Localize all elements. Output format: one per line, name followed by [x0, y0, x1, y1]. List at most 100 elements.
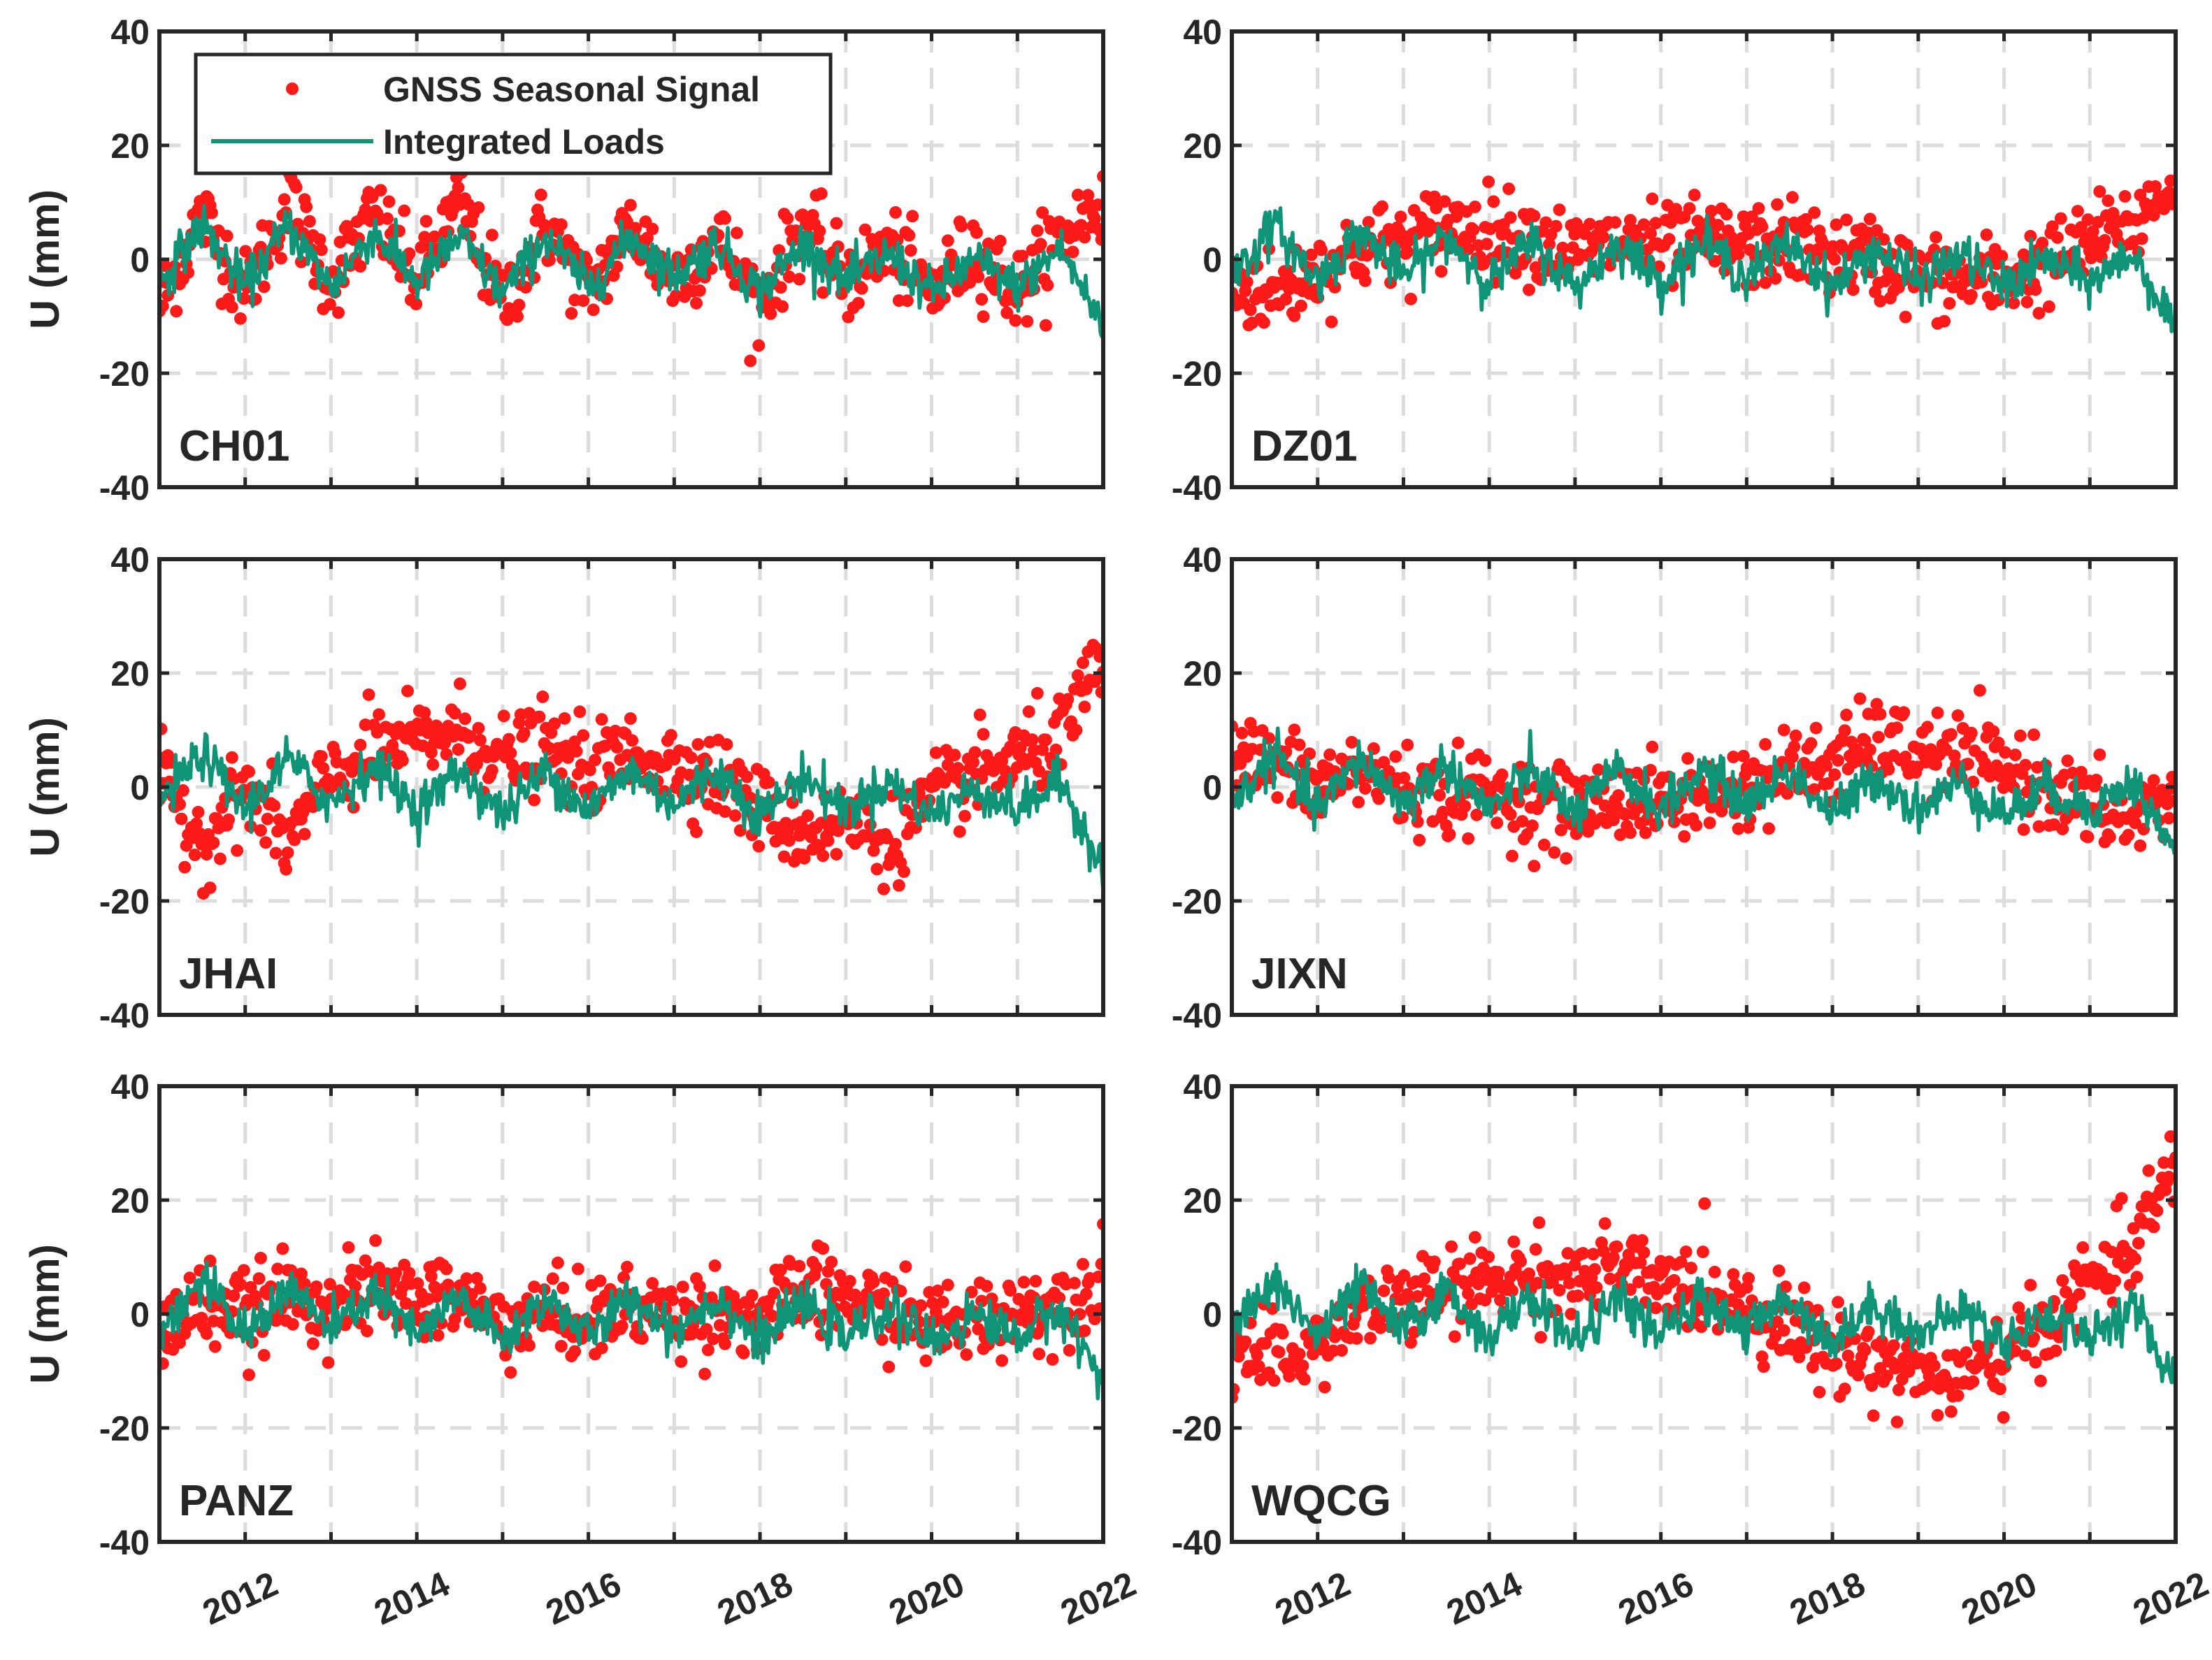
gnss-point — [1288, 723, 1301, 737]
gnss-point — [1358, 274, 1372, 287]
gnss-point — [1972, 1339, 1985, 1352]
gnss-point — [1494, 1294, 1507, 1307]
gnss-point — [889, 205, 902, 219]
loads-line — [1232, 206, 2176, 333]
station-label: PANZ — [179, 1477, 294, 1525]
gnss-point — [1703, 816, 1716, 830]
gnss-point — [2115, 1192, 2128, 1205]
gnss-point — [183, 1271, 196, 1285]
gnss-point — [1063, 1343, 1076, 1357]
gnss-point — [504, 746, 517, 760]
gnss-point — [1350, 1331, 1363, 1345]
gnss-point — [970, 226, 983, 239]
gnss-point — [1078, 700, 1091, 714]
gnss-point — [2009, 1344, 2022, 1357]
gnss-point — [268, 799, 281, 812]
gnss-point — [1745, 210, 1758, 224]
gnss-point — [512, 298, 526, 312]
gnss-point — [522, 1339, 536, 1352]
gnss-point — [1479, 754, 1492, 767]
subplot-dz01: 40 20 0 -20 -40 DZ01 — [1172, 13, 2178, 507]
gnss-point — [624, 199, 637, 212]
x-tick-label: 2022 — [2127, 1564, 2212, 1633]
gnss-point — [1549, 219, 1563, 233]
gnss-point — [471, 1271, 483, 1285]
gnss-point — [1325, 315, 1338, 329]
gnss-point — [440, 1262, 453, 1276]
gnss-point — [830, 217, 843, 230]
gnss-point — [737, 1346, 750, 1359]
y-tick-label: 40 — [1183, 13, 1222, 52]
gnss-point — [239, 245, 252, 258]
x-tick-label: 2022 — [1055, 1564, 1142, 1633]
gnss-point — [176, 784, 189, 797]
gnss-point — [1931, 706, 1944, 719]
gnss-point — [1635, 1234, 1649, 1247]
gnss-point — [1411, 1290, 1424, 1303]
gnss-point — [1930, 231, 1943, 244]
legend-label-gnss: GNSS Seasonal Signal — [383, 70, 760, 109]
gnss-point — [1899, 310, 1912, 324]
gnss-point — [1830, 1357, 1843, 1370]
gnss-point — [1468, 201, 1481, 213]
gnss-point — [1505, 1284, 1518, 1297]
gnss-point — [2162, 811, 2176, 825]
gnss-point — [511, 310, 524, 323]
y-tick-label: -20 — [99, 354, 150, 394]
subplot-jhai: 40 20 0 -20 -40 JHAI U (mm) — [22, 540, 1105, 1035]
gnss-point — [568, 1345, 582, 1358]
gnss-point — [1298, 1373, 1311, 1386]
gnss-point — [1777, 723, 1790, 737]
x-tick-label: 2016 — [1612, 1564, 1699, 1633]
gnss-point — [1737, 749, 1750, 763]
gnss-point — [1755, 220, 1769, 233]
gnss-point — [1967, 1375, 1980, 1388]
gnss-point — [300, 200, 313, 213]
gnss-point — [271, 1262, 285, 1276]
gnss-point — [817, 1242, 830, 1255]
gnss-point — [867, 1276, 880, 1289]
gnss-point — [830, 848, 843, 861]
gnss-point — [1495, 768, 1509, 781]
gnss-point — [1832, 753, 1844, 767]
gnss-point — [1382, 1271, 1395, 1284]
gnss-point — [2147, 1220, 2160, 1234]
gnss-point — [1041, 279, 1054, 291]
gnss-point — [2093, 185, 2106, 198]
gnss-point — [257, 280, 271, 294]
gnss-point — [382, 195, 396, 208]
y-tick-label: 0 — [1202, 1295, 1222, 1334]
gnss-point — [624, 712, 637, 725]
gnss-point — [2073, 1287, 2086, 1301]
gnss-point — [452, 743, 465, 756]
gnss-point — [1662, 233, 1676, 246]
gnss-point — [398, 204, 411, 217]
gnss-point — [1696, 1246, 1709, 1259]
gnss-point — [707, 1332, 720, 1345]
gnss-point — [286, 1318, 299, 1331]
gnss-point — [1944, 1405, 1958, 1418]
x-tick-label: 2012 — [1269, 1564, 1356, 1633]
gnss-point — [730, 226, 743, 240]
gnss-point — [1345, 735, 1358, 749]
gnss-point — [941, 234, 954, 247]
gnss-point — [175, 812, 188, 825]
gnss-point — [389, 1266, 403, 1280]
gnss-point — [274, 252, 287, 265]
gnss-point — [975, 293, 989, 306]
gnss-point — [1623, 1283, 1637, 1297]
gnss-point — [340, 1315, 354, 1327]
gnss-point — [810, 1261, 823, 1274]
gnss-point — [1987, 725, 2000, 738]
subplot-jixn: 40 20 0 -20 -40 JIXN — [1172, 540, 2178, 1035]
gnss-point — [448, 1313, 461, 1326]
gnss-point — [231, 844, 244, 857]
gnss-point — [1468, 1231, 1481, 1244]
gnss-point — [1720, 208, 1733, 221]
gnss-point — [536, 690, 550, 703]
gnss-point — [1093, 1302, 1103, 1315]
gnss-point — [2019, 758, 2032, 772]
gnss-point — [354, 738, 367, 751]
gnss-point — [1759, 738, 1772, 751]
gnss-point — [1830, 218, 1843, 231]
